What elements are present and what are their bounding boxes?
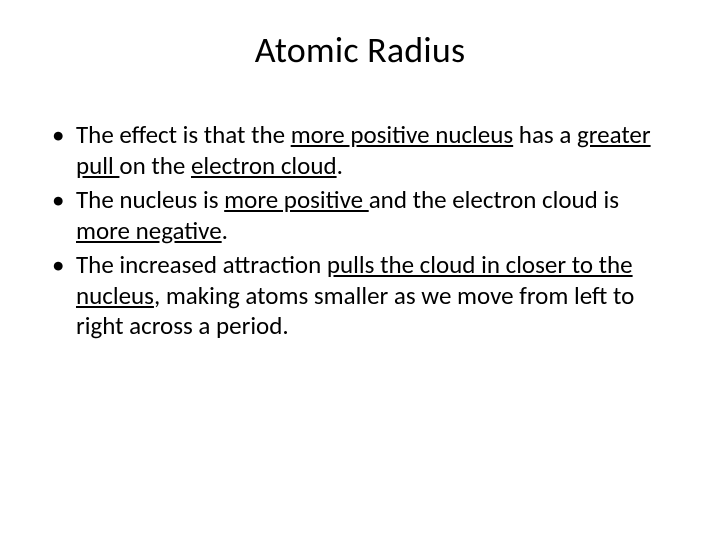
body-text: The effect is that the <box>76 119 291 150</box>
body-text: . <box>337 150 343 181</box>
body-text: has a <box>513 119 577 150</box>
list-item: The increased attraction pulls the cloud… <box>48 250 672 342</box>
list-item: The nucleus is more positive and the ele… <box>48 185 672 246</box>
body-text: on the <box>119 150 191 181</box>
body-text: The nucleus is <box>76 184 224 215</box>
underlined-text: more positive <box>224 184 369 215</box>
underlined-text: more negative <box>76 215 222 246</box>
slide: Atomic Radius The effect is that the mor… <box>0 0 720 540</box>
bullet-list: The effect is that the more positive nuc… <box>48 120 672 342</box>
body-text: The increased attraction <box>76 249 327 280</box>
list-item: The effect is that the more positive nuc… <box>48 120 672 181</box>
underlined-text: more positive nucleus <box>291 119 513 150</box>
underlined-text: electron cloud <box>191 150 337 181</box>
body-text: , making atoms smaller as we move from l… <box>76 280 634 342</box>
page-title: Atomic Radius <box>48 28 672 72</box>
body-text: . <box>222 215 228 246</box>
body-text: and the electron cloud is <box>369 184 619 215</box>
